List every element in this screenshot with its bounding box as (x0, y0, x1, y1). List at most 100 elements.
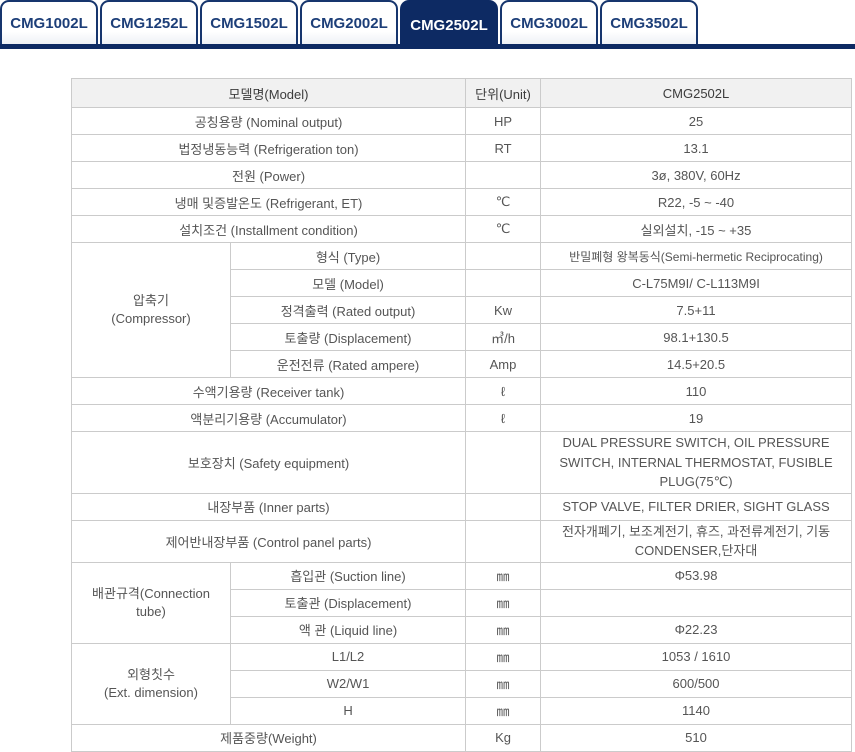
label-cell: 액 관 (Liquid line) (229, 615, 467, 644)
label-cell: 법정냉동능력 (Refrigeration ton) (70, 134, 467, 162)
unit-cell: ㎜ (465, 561, 542, 590)
row-receiver-tank: 수액기용량 (Receiver tank) ℓ 110 (70, 377, 853, 405)
value-cell: DUAL PRESSURE SWITCH, OIL PRESSURE SWITC… (540, 431, 853, 494)
row-weight: 제품중량(Weight) Kg 510 (70, 723, 853, 752)
value-cell: 전자개폐기, 보조계전기, 휴즈, 과전류계전기, 기동 CONDENSER,단… (540, 519, 853, 563)
unit-cell: ㎜ (465, 615, 542, 644)
unit-cell (465, 431, 542, 494)
row-control-panel-parts: 제어반내장부품 (Control panel parts) 전자개폐기, 보조계… (70, 519, 853, 563)
label-cell: 냉매 및증발온도 (Refrigerant, ET) (70, 188, 467, 216)
header-unit: 단위(Unit) (465, 78, 542, 108)
unit-cell: Kg (465, 723, 542, 752)
value-cell: Φ22.23 (540, 615, 853, 644)
label-cell: 모델 (Model) (229, 269, 467, 297)
value-cell: C-L75M9I/ C-L113M9I (540, 269, 853, 297)
unit-cell: Amp (465, 350, 542, 378)
row-refrigerant-et: 냉매 및증발온도 (Refrigerant, ET) ℃ R22, -5 ~ -… (70, 188, 853, 216)
label-cell: 수액기용량 (Receiver tank) (70, 377, 467, 405)
tab-cmg1002l[interactable]: CMG1002L (0, 0, 98, 44)
row-installment-condition: 설치조건 (Installment condition) ℃ 실외설치, -15… (70, 215, 853, 243)
row-refrigeration-ton: 법정냉동능력 (Refrigeration ton) RT 13.1 (70, 134, 853, 162)
value-cell: 반밀폐형 왕복동식(Semi-hermetic Reciprocating) (540, 242, 853, 270)
row-dimension-l: 외형칫수 (Ext. dimension) L1/L2 ㎜ 1053 / 161… (71, 642, 853, 725)
unit-cell (465, 269, 542, 297)
row-inner-parts: 내장부품 (Inner parts) STOP VALVE, FILTER DR… (70, 492, 853, 521)
value-cell (540, 588, 853, 617)
label-cell: 운전전류 (Rated ampere) (229, 350, 467, 378)
row-compressor-model: 모델 (Model) C-L75M9I/ C-L113M9I (72, 269, 853, 297)
label-cell: 전원 (Power) (70, 161, 467, 189)
unit-cell: HP (465, 107, 542, 135)
tab-cmg2502l-active[interactable]: CMG2502L (400, 0, 498, 49)
row-nominal-output: 공칭용량 (Nominal output) HP 25 (70, 107, 853, 135)
tab-cmg3502l[interactable]: CMG3502L (600, 0, 698, 44)
tab-cmg1252l[interactable]: CMG1252L (100, 0, 198, 44)
row-power: 전원 (Power) 3ø, 380V, 60Hz (70, 161, 853, 189)
value-cell: 13.1 (540, 134, 853, 162)
unit-cell: ㎜ (465, 669, 542, 698)
label-cell: 액분리기용량 (Accumulator) (70, 404, 467, 432)
value-cell: 실외설치, -15 ~ +35 (540, 215, 853, 243)
header-model: 모델명(Model) (70, 78, 467, 108)
label-cell: W2/W1 (229, 669, 467, 698)
table-header-row: 모델명(Model) 단위(Unit) CMG2502L (70, 78, 853, 108)
value-cell: 14.5+20.5 (540, 350, 853, 378)
label-cell: 제품중량(Weight) (70, 723, 467, 752)
unit-cell: ℓ (465, 377, 542, 405)
tab-cmg2002l[interactable]: CMG2002L (300, 0, 398, 44)
unit-cell (465, 492, 542, 521)
value-cell: STOP VALVE, FILTER DRIER, SIGHT GLASS (540, 492, 853, 521)
section-label-connection-tube: 배관규격(Connection tube) (71, 561, 231, 644)
label-cell: 토출량 (Displacement) (229, 323, 467, 351)
value-cell: 1140 (540, 696, 853, 725)
value-cell: Φ53.98 (540, 561, 853, 590)
unit-cell (465, 242, 542, 270)
value-cell: 19 (540, 404, 853, 432)
model-tabs: CMG1002L CMG1252L CMG1502L CMG2002L CMG2… (0, 0, 698, 49)
unit-cell: RT (465, 134, 542, 162)
label-cell: 내장부품 (Inner parts) (70, 492, 467, 521)
row-suction-line: 배관규격(Connection tube) 흡입관 (Suction line)… (71, 561, 853, 644)
section-label-ext-dimension: 외형칫수 (Ext. dimension) (71, 642, 231, 725)
value-cell: 3ø, 380V, 60Hz (540, 161, 853, 189)
value-cell: R22, -5 ~ -40 (540, 188, 853, 216)
unit-cell: ㎜ (465, 696, 542, 725)
label-cell: L1/L2 (229, 642, 467, 671)
label-cell: 정격출력 (Rated output) (229, 296, 467, 324)
label-cell: 공칭용량 (Nominal output) (70, 107, 467, 135)
spec-table: 모델명(Model) 단위(Unit) CMG2502L 공칭용량 (Nomin… (70, 78, 853, 752)
unit-cell: ㎥/h (465, 323, 542, 351)
label-cell: 토출관 (Displacement) (229, 588, 467, 617)
unit-cell: ㎜ (465, 588, 542, 617)
label-cell: 설치조건 (Installment condition) (70, 215, 467, 243)
model-tab-bar: CMG1002L CMG1252L CMG1502L CMG2002L CMG2… (0, 0, 855, 49)
row-dimension-w: W2/W1 ㎜ 600/500 (72, 669, 853, 698)
row-safety-equipment: 보호장치 (Safety equipment) DUAL PRESSURE SW… (70, 431, 853, 494)
row-liquid-line: 액 관 (Liquid line) ㎜ Φ22.23 (72, 615, 853, 644)
label-cell: 흡입관 (Suction line) (229, 561, 467, 590)
value-cell: 7.5+11 (540, 296, 853, 324)
unit-cell: Kw (465, 296, 542, 324)
label-cell: H (229, 696, 467, 725)
unit-cell: ℓ (465, 404, 542, 432)
unit-cell (465, 161, 542, 189)
label-cell: 형식 (Type) (229, 242, 467, 270)
value-cell: 25 (540, 107, 853, 135)
header-value-cmg2502l: CMG2502L (540, 78, 853, 108)
unit-cell: ℃ (465, 188, 542, 216)
row-rated-ampere: 운전전류 (Rated ampere) Amp 14.5+20.5 (72, 350, 853, 378)
label-cell: 보호장치 (Safety equipment) (70, 431, 467, 494)
row-displacement: 토출량 (Displacement) ㎥/h 98.1+130.5 (72, 323, 853, 351)
row-accumulator: 액분리기용량 (Accumulator) ℓ 19 (70, 404, 853, 432)
unit-cell: ㎜ (465, 642, 542, 671)
value-cell: 110 (540, 377, 853, 405)
unit-cell (465, 519, 542, 563)
row-compressor-type: 압축기 (Compressor) 형식 (Type) 반밀폐형 왕복동식(Sem… (71, 242, 853, 378)
value-cell: 98.1+130.5 (540, 323, 853, 351)
value-cell: 510 (540, 723, 853, 752)
label-cell: 제어반내장부품 (Control panel parts) (70, 519, 467, 563)
value-cell: 1053 / 1610 (540, 642, 853, 671)
tab-cmg1502l[interactable]: CMG1502L (200, 0, 298, 44)
tab-cmg3002l[interactable]: CMG3002L (500, 0, 598, 44)
value-cell: 600/500 (540, 669, 853, 698)
